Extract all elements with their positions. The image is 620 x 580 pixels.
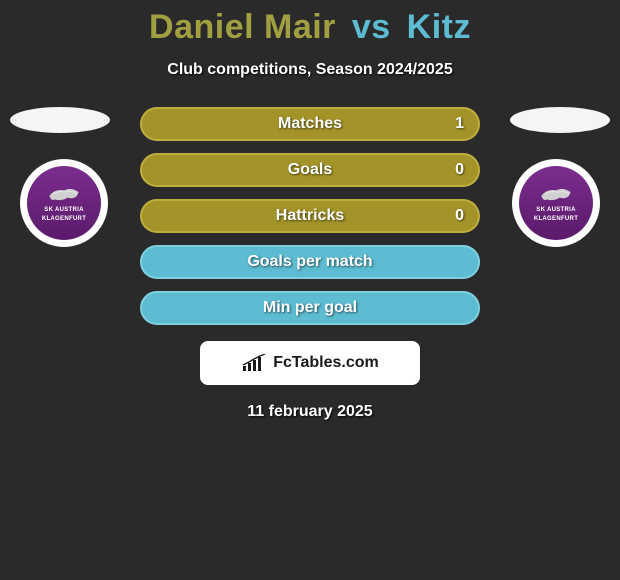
club-badge-inner: SK AUSTRIA KLAGENFURT <box>519 166 593 240</box>
stat-label: Matches <box>278 115 342 133</box>
club-name-line1: SK AUSTRIA <box>44 207 83 214</box>
comparison-title: Daniel Mair vs Kitz <box>0 0 620 47</box>
stat-row-goals-per-match: Goals per match <box>140 245 480 279</box>
club-name-line2: KLAGENFURT <box>42 216 86 223</box>
stat-right-value: 0 <box>455 161 464 179</box>
comparison-stage: SK AUSTRIA KLAGENFURT SK AUSTRIA KLAGENF… <box>0 107 620 421</box>
player2-club-badge: SK AUSTRIA KLAGENFURT <box>512 159 600 247</box>
player1-avatar-placeholder <box>10 107 110 133</box>
stat-right-value: 1 <box>455 115 464 133</box>
stat-row-min-per-goal: Min per goal <box>140 291 480 325</box>
player2-name: Kitz <box>407 8 471 46</box>
stat-label: Min per goal <box>263 299 357 317</box>
dragon-icon <box>45 183 83 205</box>
stat-rows: Matches 1 Goals 0 Hattricks 0 Goals per … <box>140 107 480 325</box>
stat-label: Hattricks <box>276 207 344 225</box>
player2-avatar-placeholder <box>510 107 610 133</box>
stat-label: Goals per match <box>247 253 372 271</box>
club-badge-inner: SK AUSTRIA KLAGENFURT <box>27 166 101 240</box>
brand-pill: FcTables.com <box>200 341 420 385</box>
stat-label: Goals <box>288 161 332 179</box>
date-line: 11 february 2025 <box>0 403 620 421</box>
player1-club-badge: SK AUSTRIA KLAGENFURT <box>20 159 108 247</box>
brand-text: FcTables.com <box>273 354 379 372</box>
stat-right-value: 0 <box>455 207 464 225</box>
vs-separator: vs <box>352 8 391 46</box>
stat-row-hattricks: Hattricks 0 <box>140 199 480 233</box>
club-name-line1: SK AUSTRIA <box>536 207 575 214</box>
stat-row-goals: Goals 0 <box>140 153 480 187</box>
player1-name: Daniel Mair <box>149 8 336 46</box>
bar-chart-icon <box>241 354 267 372</box>
club-name-line2: KLAGENFURT <box>534 216 578 223</box>
dragon-icon <box>537 183 575 205</box>
stat-row-matches: Matches 1 <box>140 107 480 141</box>
competition-subtitle: Club competitions, Season 2024/2025 <box>0 61 620 79</box>
